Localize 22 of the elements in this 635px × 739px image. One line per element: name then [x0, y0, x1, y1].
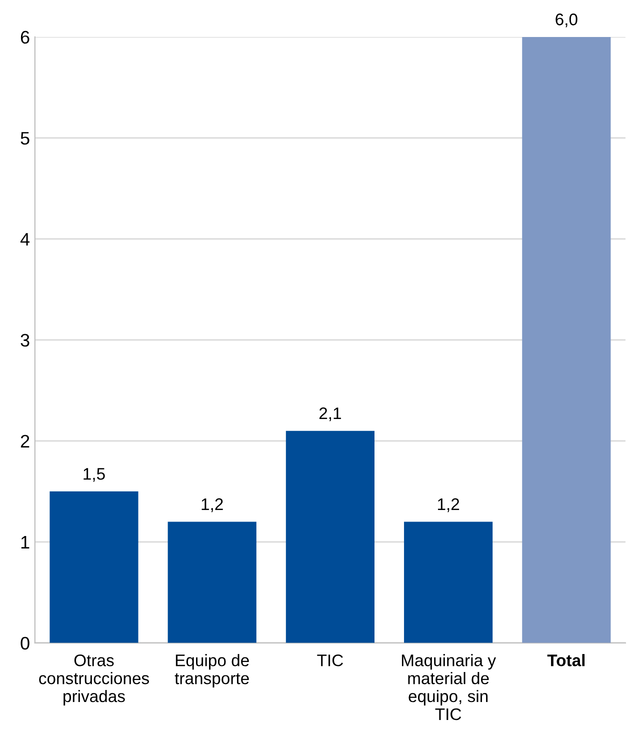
x-tick-label: Otras construcciones privadas	[39, 654, 149, 706]
data-label: 1,5	[84, 468, 105, 482]
x-tick-label: Total	[547, 654, 585, 666]
y-tick-label: 1	[21, 536, 30, 548]
y-tick-label: 6	[20, 30, 30, 44]
bar	[404, 522, 493, 643]
bar	[50, 491, 138, 643]
y-tick-label: 2	[20, 434, 30, 448]
y-tick-label: 4	[20, 233, 30, 246]
x-tick-label: TIC	[317, 654, 343, 666]
x-tick-label: Equipo de transporte	[174, 654, 249, 688]
data-label: 1,2	[202, 498, 223, 512]
y-tick-label: 0	[20, 636, 30, 650]
y-tick-label: 3	[20, 334, 30, 347]
data-label: 2,1	[319, 407, 341, 422]
y-tick-label: 5	[20, 132, 30, 145]
bar	[522, 36, 611, 643]
x-tick-label: Maquinaria y material de equipo, sin TIC	[402, 654, 496, 720]
data-label: 1,2	[438, 498, 460, 512]
bar	[168, 522, 256, 643]
bar	[286, 430, 374, 643]
data-label: 6,0	[556, 14, 578, 28]
